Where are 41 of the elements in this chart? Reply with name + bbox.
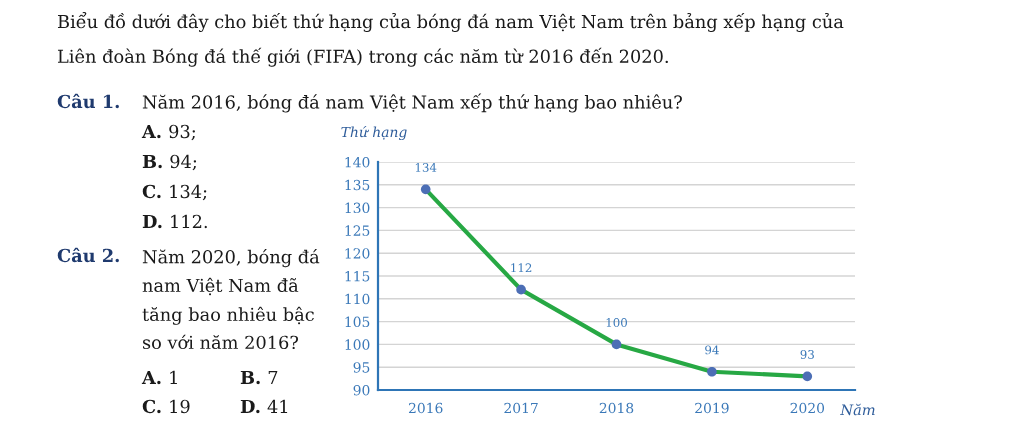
text: Câu 1. <box>57 93 119 109</box>
y-tick-label: 95 <box>353 362 370 373</box>
point <box>516 284 526 295</box>
y-tick-label: 115 <box>345 270 370 282</box>
y-axis-title: Thứ hạng <box>341 125 407 141</box>
text: B. 7 <box>240 370 278 385</box>
point <box>802 371 813 382</box>
x-tick-label: 2016 <box>408 402 443 414</box>
text: C. 19 <box>142 399 190 414</box>
x-tick-label: 2019 <box>695 402 729 414</box>
y-tick-label: 100 <box>345 339 370 350</box>
text: Năm 2020, bóng đá nam Việt Nam đã tăng bao nhiêu bậc so với năm 2016? <box>142 249 320 350</box>
y-tick-label: 110 <box>345 293 370 305</box>
data-label: 134 <box>415 163 437 172</box>
data-label: 94 <box>705 345 719 355</box>
data-label: 93 <box>800 349 814 359</box>
y-tick-label: 90 <box>353 384 370 396</box>
text: Năm 2016, bóng đá nam Việt Nam xếp thứ hạng bao nhiêu? <box>142 93 682 113</box>
point <box>420 184 431 195</box>
y-tick-label: 140 <box>345 156 370 168</box>
data-label: 112 <box>511 263 532 273</box>
text: C. 134; <box>142 184 207 201</box>
y-tick-label: 120 <box>345 248 370 259</box>
x-tick-label: 2018 <box>599 402 634 414</box>
text: B. 94; <box>142 154 197 171</box>
chart-title: Biểu đồ dưới đây cho biết thứ hạng của bóng đá nam Việt Nam trên bảng xếp hạng của Liên đoàn Bóng đá thế giới (FIFA) trong các năm từ 2016 đến 2020. <box>57 12 844 67</box>
text: Câu 2. <box>57 247 119 263</box>
data-label: 100 <box>606 318 627 327</box>
text: D. 41 <box>240 399 288 414</box>
point <box>707 366 717 377</box>
x-axis-title: Năm <box>840 403 875 416</box>
x-tick-label: 2017 <box>504 402 538 414</box>
text: A. 1 <box>141 370 177 385</box>
y-tick-label: 130 <box>345 202 370 214</box>
y-tick-label: 105 <box>345 316 370 328</box>
text: D. 112. <box>142 214 207 229</box>
x-tick-label: 2020 <box>790 402 825 414</box>
y-tick-label: 125 <box>345 225 370 236</box>
point <box>611 339 622 350</box>
text: A. 93; <box>141 124 195 141</box>
y-tick-label: 135 <box>345 179 370 191</box>
